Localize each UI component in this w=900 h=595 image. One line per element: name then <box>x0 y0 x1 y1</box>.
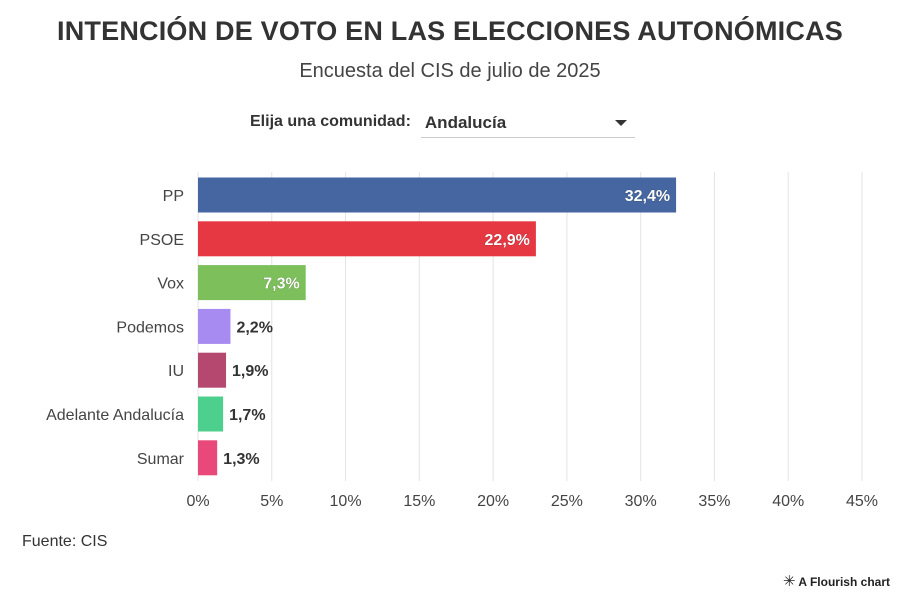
bar <box>198 440 218 476</box>
chart-title: INTENCIÓN DE VOTO EN LAS ELECCIONES AUTO… <box>57 16 843 46</box>
x-tick-label: 25% <box>551 493 583 510</box>
x-tick-label: 10% <box>330 493 362 510</box>
category-label: Podemos <box>116 319 184 336</box>
value-label: 2,2% <box>236 319 272 336</box>
x-tick-label: 45% <box>846 493 878 510</box>
category-label: Vox <box>157 276 184 293</box>
x-tick-label: 35% <box>698 493 730 510</box>
flourish-credit[interactable]: ✳ A Flourish chart <box>782 573 890 590</box>
x-tick-label: 0% <box>186 493 209 510</box>
flourish-credit-label: A Flourish chart <box>798 575 890 589</box>
category-label: PP <box>163 188 184 205</box>
x-tick-label: 30% <box>625 493 657 510</box>
x-tick-label: 20% <box>477 493 509 510</box>
category-label: Sumar <box>137 451 185 468</box>
community-selector: Elija una comunidad: Andalucía <box>250 106 635 138</box>
chevron-down-icon[interactable] <box>614 119 627 126</box>
community-dropdown[interactable]: Andalucía <box>420 108 635 138</box>
bar <box>198 352 227 388</box>
category-label: Adelante Andalucía <box>46 407 184 424</box>
value-label: 7,3% <box>263 276 299 293</box>
x-tick-label: 15% <box>403 493 435 510</box>
community-dropdown-value: Andalucía <box>424 112 507 132</box>
bar <box>198 265 306 301</box>
value-label: 32,4% <box>625 188 670 205</box>
community-selector-label: Elija una comunidad: <box>250 113 411 130</box>
bar <box>198 221 536 257</box>
source-note: Fuente: CIS <box>22 533 108 550</box>
flourish-icon: ✳ <box>782 573 796 590</box>
x-tick-label: 5% <box>260 493 283 510</box>
value-label: 1,3% <box>223 451 259 468</box>
bar <box>198 396 224 432</box>
x-tick-label: 40% <box>772 493 804 510</box>
chart-subtitle: Encuesta del CIS de julio de 2025 <box>299 60 601 82</box>
value-label: 1,7% <box>229 407 265 424</box>
category-label: PSOE <box>140 232 184 249</box>
value-label: 1,9% <box>232 363 268 380</box>
bar <box>198 308 231 344</box>
value-label: 22,9% <box>485 232 530 249</box>
bar <box>198 177 677 213</box>
category-label: IU <box>168 363 184 380</box>
